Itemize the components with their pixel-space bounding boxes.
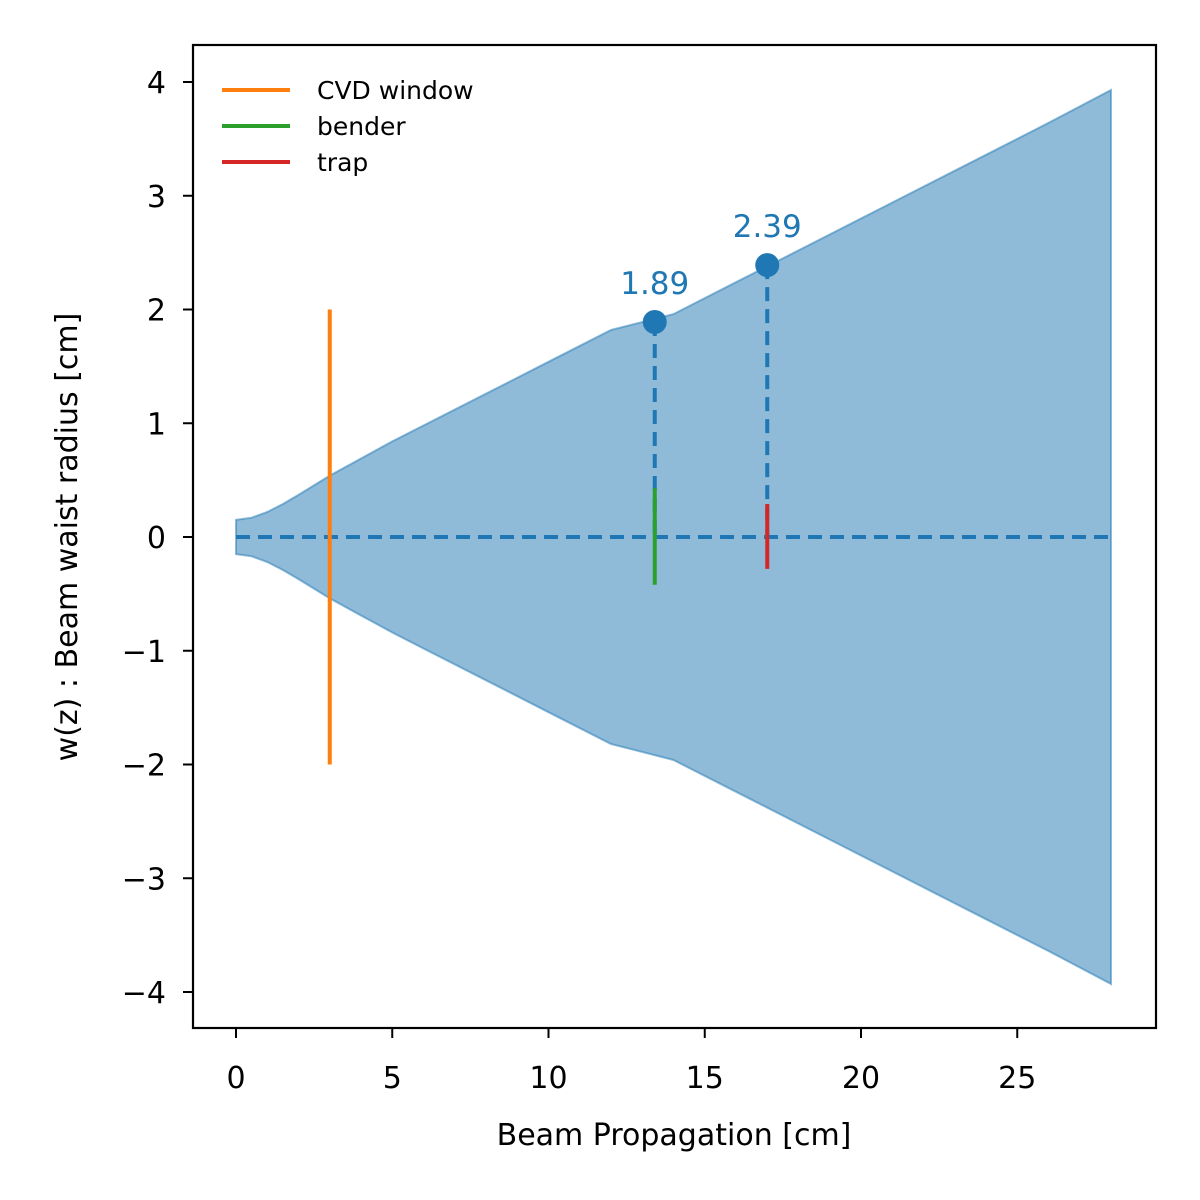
point-label-1: 2.39 [733,209,802,245]
y-tick-label-2: 2 [147,294,166,329]
x-axis-label: Beam Propagation [cm] [497,1118,852,1153]
y-tick-label-3: 3 [147,180,166,215]
x-tick-label-0: 0 [226,1061,245,1096]
x-tick-label-25: 25 [998,1061,1036,1096]
legend-label-bender: bender [317,112,406,141]
plot-area: 1.89 2.39 [235,88,1112,986]
y-tick-label--3: −3 [122,862,166,897]
x-axis: 0 5 10 15 20 25 [226,1028,1036,1096]
y-tick-label-1: 1 [147,407,166,442]
beam-envelope [235,88,1112,986]
y-tick-label--4: −4 [122,976,166,1011]
legend-label-trap: trap [317,148,368,177]
x-tick-label-10: 10 [529,1061,567,1096]
y-tick-label--2: −2 [122,749,166,784]
y-tick-label-0: 0 [147,521,166,556]
y-axis-label: w(z) : Beam waist radius [cm] [50,313,85,762]
point-label-0: 1.89 [620,266,689,302]
legend-label-cvd-window: CVD window [317,76,474,105]
point-marker-1 [755,253,780,278]
y-axis: −4 −3 −2 −1 0 1 2 3 4 [122,66,193,1011]
point-marker-0 [642,310,667,335]
y-tick-label-4: 4 [147,66,166,101]
legend: CVD window bender trap [222,76,474,177]
y-tick-label--1: −1 [122,635,166,670]
x-tick-label-20: 20 [842,1061,880,1096]
x-tick-label-15: 15 [686,1061,724,1096]
x-tick-label-5: 5 [383,1061,402,1096]
